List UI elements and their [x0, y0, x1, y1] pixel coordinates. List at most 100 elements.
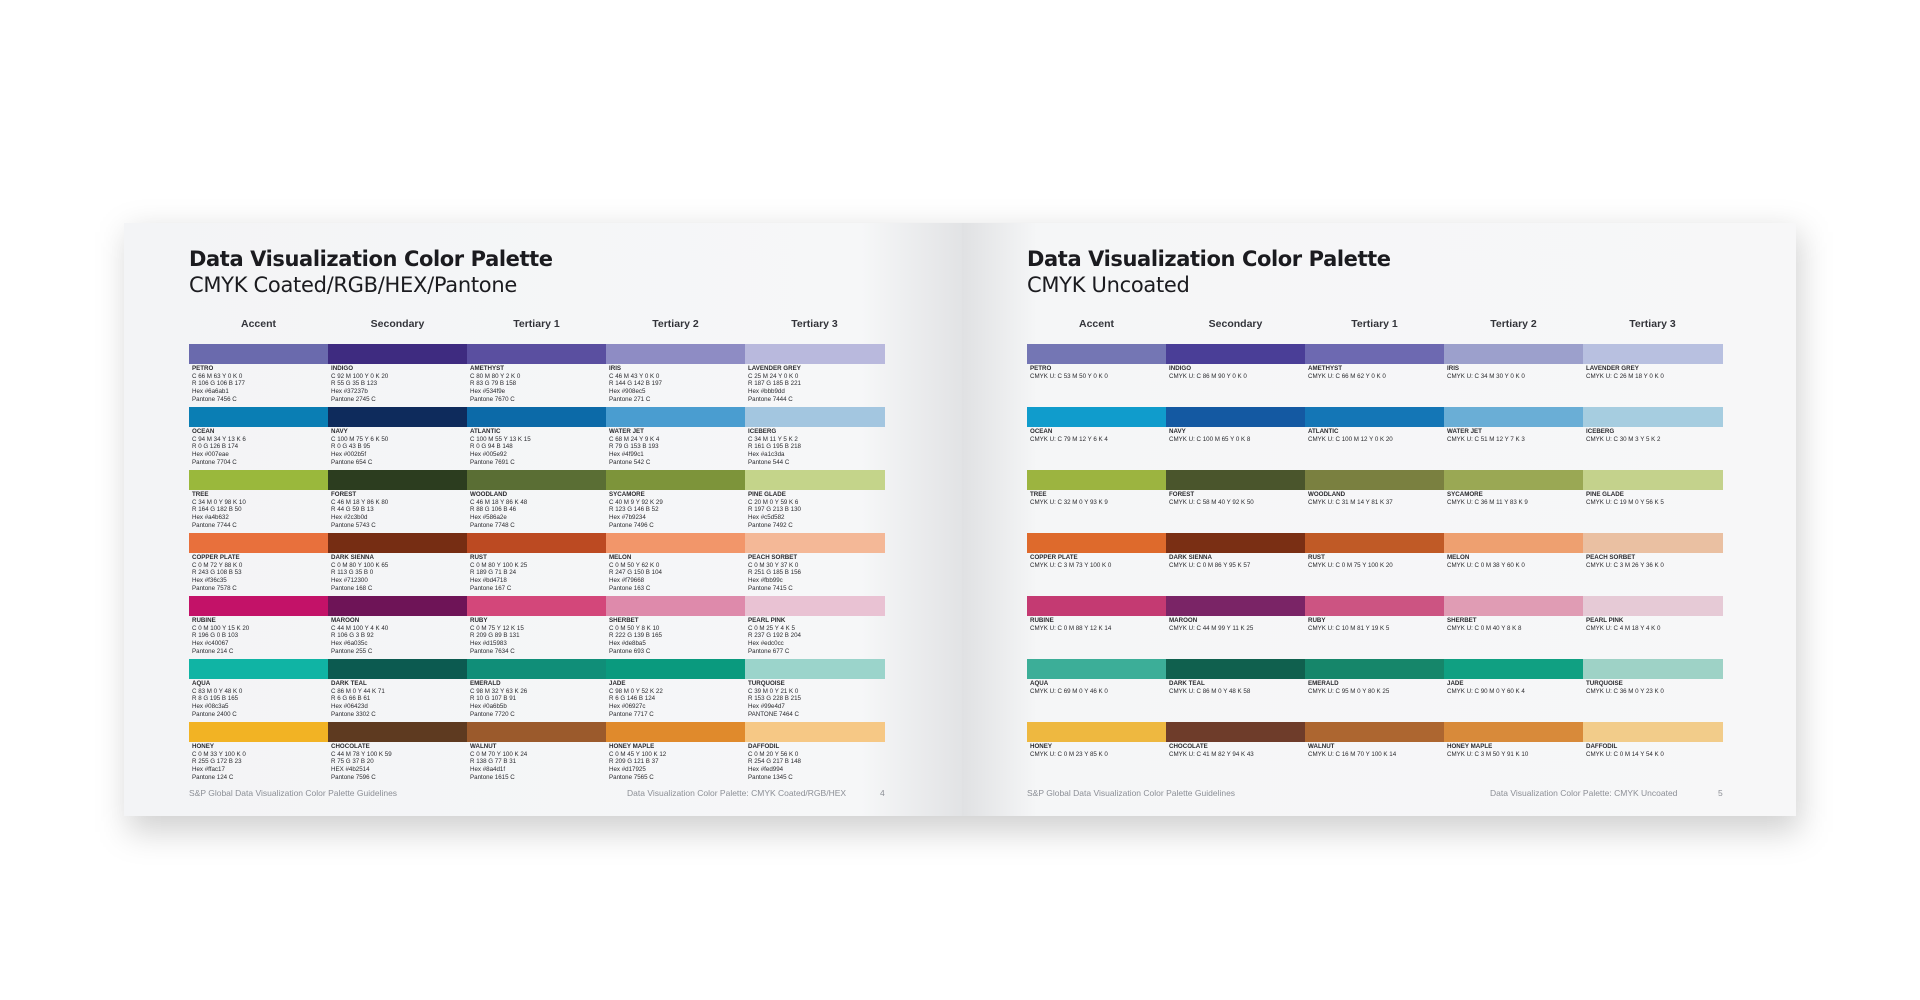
page-subtitle: CMYK Uncoated [1027, 273, 1190, 297]
color-spec-line: Hex #37237b [331, 388, 368, 396]
color-spec-line: C 46 M 18 Y 86 K 80 [331, 498, 389, 506]
color-name: ICEBERG [748, 428, 777, 435]
color-name: HONEY MAPLE [1447, 743, 1493, 750]
color-name: AQUA [192, 680, 211, 687]
color-swatch [1444, 344, 1584, 364]
color-spec-line: R 55 G 35 B 123 [331, 380, 378, 388]
color-swatch [1305, 722, 1445, 742]
color-name: INDIGO [1169, 365, 1192, 372]
color-spec-line: Hex #99e4d7 [748, 703, 785, 711]
color-name: AQUA [1030, 680, 1049, 687]
color-name: INDIGO [331, 365, 354, 372]
palette-row: PETRO CMYK U: C 53 M 50 Y 0 K 0 INDIGO CMYK… [1027, 344, 1724, 404]
color-swatch [328, 533, 468, 553]
color-swatch [1027, 533, 1167, 553]
color-spec-line: C 0 M 100 Y 15 K 20 [192, 624, 250, 632]
color-name: DARK TEAL [1169, 680, 1205, 687]
color-name: DARK SIENNA [1169, 554, 1212, 561]
color-spec-line: C 83 M 0 Y 48 K 0 [192, 687, 243, 695]
color-name: MELON [1447, 554, 1470, 561]
color-spec-line: Hex #002b5f [331, 451, 367, 459]
color-swatch [1027, 470, 1167, 490]
column-header-tertiary-2: Tertiary 2 [1490, 318, 1537, 330]
color-spec-line: Pantone 7456 C [192, 395, 237, 403]
color-name: SYCAMORE [609, 491, 645, 498]
color-spec-line: Hex #bd4718 [470, 577, 507, 585]
column-header-secondary: Secondary [370, 318, 425, 330]
color-swatch [328, 596, 468, 616]
color-specs: CHOCOLATE CMYK U: C 41 M 82 Y 94 K 43 [1169, 743, 1303, 758]
color-spec-line: Pantone 7670 C [470, 395, 515, 403]
color-name: SHERBET [609, 617, 639, 624]
color-swatch [189, 470, 329, 490]
column-headers: Accent Secondary Tertiary 1 Tertiary 2 T… [189, 318, 886, 332]
color-spec-line: CMYK U: C 36 M 0 Y 23 K 0 [1586, 687, 1664, 695]
color-swatch [1166, 470, 1306, 490]
color-spec-line: C 0 M 30 Y 37 K 0 [748, 561, 799, 569]
color-swatch [328, 470, 468, 490]
color-specs: HONEY MAPLE CMYK U: C 3 M 50 Y 91 K 10 [1447, 743, 1581, 758]
color-spec-line: R 106 G 106 B 177 [192, 380, 245, 388]
color-spec-line: CMYK U: C 16 M 70 Y 100 K 14 [1308, 750, 1397, 758]
color-name: RUBINE [192, 617, 216, 624]
color-specs: RUST C 0 M 80 Y 100 K 25 R 189 G 71 B 24 He… [470, 554, 604, 593]
color-card: DARK TEAL C 86 M 0 Y 44 K 71 R 6 G 66 B 61… [328, 659, 468, 719]
column-header-accent: Accent [240, 318, 276, 330]
color-spec-line: Pantone 255 C [331, 647, 373, 655]
color-swatch [1027, 344, 1167, 364]
color-name: RUBY [1308, 617, 1326, 624]
color-swatch [1583, 659, 1723, 679]
color-spec-line: C 0 M 33 Y 100 K 0 [192, 750, 246, 758]
color-spec-line: PANTONE 7464 C [748, 710, 800, 718]
color-name: WOODLAND [470, 491, 508, 498]
color-specs: INDIGO C 92 M 100 Y 0 K 20 R 55 G 35 B 123… [331, 365, 465, 404]
footer-left: S&P Global Data Visualization Color Pale… [1027, 788, 1236, 798]
color-card: EMERALD C 98 M 32 Y 63 K 26 R 10 G 107 B 9… [467, 659, 607, 719]
color-swatch [1444, 407, 1584, 427]
color-name: SYCAMORE [1447, 491, 1483, 498]
color-swatch [1444, 596, 1584, 616]
color-card: SYCAMORE CMYK U: C 36 M 11 Y 83 K 9 [1444, 470, 1584, 530]
color-specs: HONEY CMYK U: C 0 M 23 Y 85 K 0 [1030, 743, 1164, 758]
color-spec-line: C 80 M 80 Y 2 K 0 [470, 372, 521, 380]
color-card: LAVENDER GREY CMYK U: C 26 M 18 Y 0 K 0 [1583, 344, 1723, 404]
color-card: DAFFODIL CMYK U: C 0 M 14 Y 54 K 0 [1583, 722, 1723, 782]
color-spec-line: CMYK U: C 30 M 3 Y 5 K 2 [1586, 435, 1661, 443]
color-name: EMERALD [1308, 680, 1339, 687]
color-spec-line: R 196 G 0 B 103 [192, 632, 239, 640]
color-spec-line: C 68 M 24 Y 9 K 4 [609, 435, 660, 443]
color-spec-line: R 251 G 185 B 156 [748, 569, 801, 577]
palette-row: RUBINE CMYK U: C 0 M 88 Y 12 K 14 MAROON CM… [1027, 596, 1724, 656]
color-name: RUST [1308, 554, 1325, 561]
color-specs: DAFFODIL CMYK U: C 0 M 14 Y 54 K 0 [1586, 743, 1720, 758]
color-spec-line: R 44 G 59 B 13 [331, 506, 374, 514]
column-header-tertiary-1: Tertiary 1 [513, 318, 560, 330]
color-name: WALNUT [1308, 743, 1335, 750]
color-specs: ATLANTIC CMYK U: C 100 M 12 Y 0 K 20 [1308, 428, 1442, 443]
color-spec-line: C 86 M 0 Y 44 K 71 [331, 687, 385, 695]
color-specs: RUBY CMYK U: C 10 M 81 Y 19 K 5 [1308, 617, 1442, 632]
color-specs: INDIGO CMYK U: C 86 M 90 Y 0 K 0 [1169, 365, 1303, 380]
color-specs: ATLANTIC C 100 M 55 Y 13 K 15 R 0 G 94 B 1… [470, 428, 604, 467]
color-swatch [1027, 407, 1167, 427]
color-spec-line: CMYK U: C 86 M 0 Y 48 K 58 [1169, 687, 1251, 695]
color-spec-line: CMYK U: C 3 M 50 Y 91 K 10 [1447, 750, 1529, 758]
color-spec-line: Hex #6a035c [331, 640, 368, 648]
color-card: FOREST C 46 M 18 Y 86 K 80 R 44 G 59 B 13 H… [328, 470, 468, 530]
color-specs: DARK SIENNA CMYK U: C 0 M 86 Y 95 K 57 [1169, 554, 1303, 569]
color-spec-line: C 34 M 11 Y 5 K 2 [748, 435, 798, 443]
color-name: FOREST [331, 491, 357, 498]
color-swatch [189, 596, 329, 616]
color-specs: WATER JET CMYK U: C 51 M 12 Y 7 K 3 [1447, 428, 1581, 443]
color-specs: MELON CMYK U: C 0 M 38 Y 60 K 0 [1447, 554, 1581, 569]
color-specs: CHOCOLATE C 44 M 78 Y 100 K 59 R 75 G 37 B… [331, 743, 465, 782]
color-spec-line: C 0 M 50 Y 8 K 10 [609, 624, 660, 632]
color-specs: RUBINE CMYK U: C 0 M 88 Y 12 K 14 [1030, 617, 1164, 632]
color-spec-line: CMYK U: C 90 M 0 Y 60 K 4 [1447, 687, 1525, 695]
